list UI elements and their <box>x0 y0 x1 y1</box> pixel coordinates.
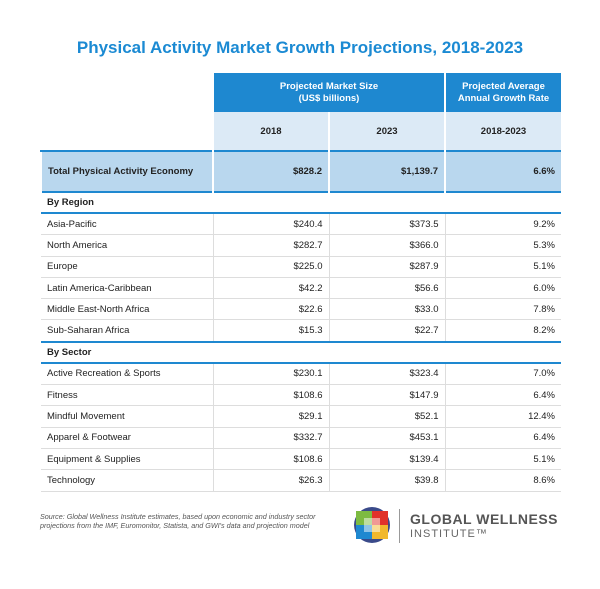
cell: $147.9 <box>328 384 445 407</box>
logo-icon <box>354 507 390 543</box>
header-line: Projected Average <box>462 80 545 92</box>
cell: Asia-Pacific <box>41 213 213 236</box>
section-title: By Sector <box>41 340 561 364</box>
cell: Fitness <box>41 384 213 407</box>
cell: $22.7 <box>328 319 445 343</box>
section-row: By Region <box>41 191 561 214</box>
cell: $15.3 <box>212 319 329 343</box>
data-row: Europe $225.0 $287.9 5.1% <box>41 256 561 278</box>
table: Projected Market Size (US$ billions) Proj… <box>40 73 561 492</box>
cell: Equipment & Supplies <box>41 448 213 471</box>
column-header: 2018-2023 <box>444 112 561 151</box>
data-row: Apparel & Footwear $332.7 $453.1 6.4% <box>41 427 561 449</box>
divider <box>399 509 400 543</box>
cell: 6.4% <box>444 384 561 407</box>
table-body: Projected Market Size (US$ billions) Proj… <box>40 73 561 492</box>
cell: $139.4 <box>328 448 445 471</box>
cell: Apparel & Footwear <box>41 427 213 449</box>
cell: $108.6 <box>212 384 329 407</box>
cell: 8.6% <box>444 469 561 492</box>
cell: $22.6 <box>212 298 329 321</box>
cell: 5.1% <box>444 448 561 471</box>
section-row: By Sector <box>41 340 561 364</box>
header-line: Projected Market Size <box>279 80 379 92</box>
header-line: Annual Growth Rate <box>457 92 550 104</box>
cell: $287.9 <box>328 256 445 278</box>
cell: 12.4% <box>444 405 561 428</box>
cell: $323.4 <box>328 362 445 386</box>
cell: $52.1 <box>328 405 445 428</box>
cell: $230.1 <box>212 362 329 386</box>
blank <box>41 73 213 112</box>
section-title: By Region <box>41 191 561 214</box>
cell: $29.1 <box>212 405 329 428</box>
source-note: Source: Global Wellness Institute estima… <box>40 512 316 530</box>
cell: 7.0% <box>444 362 561 386</box>
cell: $42.2 <box>212 277 329 300</box>
data-row: Technology $26.3 $39.8 8.6% <box>41 469 561 492</box>
data-row: Fitness $108.6 $147.9 6.4% <box>41 384 561 407</box>
column-row: 2018 2023 2018-2023 <box>41 112 561 151</box>
group-header: Projected Average Annual Growth Rate <box>444 73 561 112</box>
cell: Latin America-Caribbean <box>41 277 213 300</box>
cell: 5.3% <box>444 234 561 257</box>
cell: 6.6% <box>444 150 561 192</box>
cell: $33.0 <box>328 298 445 321</box>
column-header: 2018 <box>212 112 329 151</box>
data-row: Asia-Pacific $240.4 $373.5 9.2% <box>41 213 561 236</box>
cell: Middle East-North Africa <box>41 298 213 321</box>
cell: $240.4 <box>212 213 329 236</box>
data-row: North America $282.7 $366.0 5.3% <box>41 234 561 257</box>
data-row: Middle East-North Africa $22.6 $33.0 7.8% <box>41 298 561 321</box>
cell: 6.4% <box>444 427 561 449</box>
cell: 9.2% <box>444 213 561 236</box>
cell: $373.5 <box>328 213 445 236</box>
cell: Active Recreation & Sports <box>41 362 213 386</box>
blank <box>41 112 213 151</box>
cell: $828.2 <box>212 150 329 192</box>
cell: $366.0 <box>328 234 445 257</box>
cell: $39.8 <box>328 469 445 492</box>
cell: $332.7 <box>212 427 329 449</box>
cell: Europe <box>41 256 213 278</box>
group-header: Projected Market Size (US$ billions) <box>212 73 445 112</box>
cell: Technology <box>41 469 213 492</box>
data-row: Sub-Saharan Africa $15.3 $22.7 8.2% <box>41 319 561 343</box>
logo: GLOBAL WELLNESS INSTITUTE™ <box>350 505 558 550</box>
cell: North America <box>41 234 213 257</box>
cell: $282.7 <box>212 234 329 257</box>
total-row: Total Physical Activity Economy $828.2 $… <box>40 150 561 192</box>
cell: Sub-Saharan Africa <box>41 319 213 343</box>
cell: $56.6 <box>328 277 445 300</box>
data-row: Equipment & Supplies $108.6 $139.4 5.1% <box>41 448 561 471</box>
cell: 5.1% <box>444 256 561 278</box>
cell: $225.0 <box>212 256 329 278</box>
cell: Mindful Movement <box>41 405 213 428</box>
data-row: Mindful Movement $29.1 $52.1 12.4% <box>41 405 561 428</box>
title: Physical Activity Market Growth Projecti… <box>76 38 524 57</box>
cell: $108.6 <box>212 448 329 471</box>
column-header: 2023 <box>328 112 445 151</box>
cell: 6.0% <box>444 277 561 300</box>
cell: $26.3 <box>212 469 329 492</box>
data-row: Latin America-Caribbean $42.2 $56.6 6.0% <box>41 277 561 300</box>
logo-text: INSTITUTE™ <box>410 528 488 540</box>
data-row: Active Recreation & Sports $230.1 $323.4 7.… <box>41 362 561 386</box>
cell: $1,139.7 <box>328 150 445 192</box>
cell: $453.1 <box>328 427 445 449</box>
cell: 7.8% <box>444 298 561 321</box>
cell: 8.2% <box>444 319 561 343</box>
header-line: (US$ billions) <box>298 92 360 104</box>
header-row: Projected Market Size (US$ billions) Proj… <box>41 73 561 112</box>
cell: Total Physical Activity Economy <box>40 150 213 192</box>
logo-text: GLOBAL WELLNESS <box>410 511 559 527</box>
